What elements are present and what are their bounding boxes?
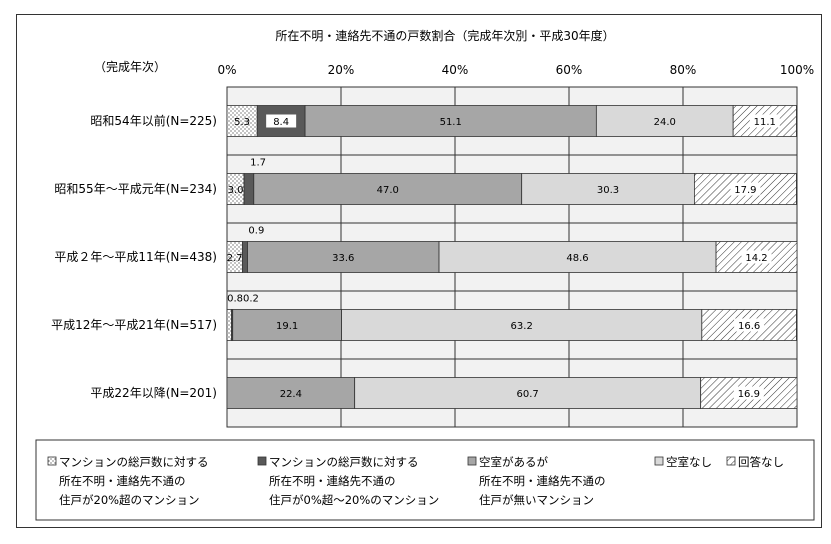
- bar-segment: [232, 309, 342, 341]
- data-label: 2.7: [227, 253, 243, 264]
- data-label: 16.6: [738, 321, 760, 332]
- data-label: 16.9: [738, 389, 760, 400]
- legend-swatch: [257, 456, 267, 466]
- bars: 5.3 8.4 51.1 24.0 11.1 3.0 1.7 47.0 30.3 17.9 2.7 0…: [226, 105, 798, 409]
- data-label: 51.1: [440, 117, 462, 128]
- data-label: 5.3: [234, 117, 250, 128]
- data-label: 8.4: [273, 117, 289, 128]
- bar-segment: [304, 105, 597, 137]
- legend-box: [35, 439, 815, 521]
- x-tick-label: 20%: [328, 63, 355, 77]
- legend: マンションの総戸数に対する所在不明・連絡先不通の住戸が20%超のマンションマンシ…: [35, 439, 815, 521]
- x-tick-label: 100%: [780, 63, 814, 77]
- data-label: 17.9: [734, 185, 756, 196]
- label-backdrop: [266, 114, 297, 128]
- data-label: 33.6: [332, 253, 354, 264]
- bar-segment: [226, 309, 232, 341]
- legend-label: 所在不明・連絡先不通の: [59, 474, 186, 488]
- data-label: 47.0: [377, 185, 399, 196]
- bar-segment: [241, 241, 248, 273]
- data-label: 14.2: [745, 253, 767, 264]
- bar-segment: [243, 173, 255, 205]
- data-label: 19.1: [276, 321, 298, 332]
- bar-segment: [226, 377, 356, 409]
- legend-label: 住戸が0%超～20%のマンション: [269, 493, 439, 507]
- data-label: 1.7: [250, 158, 266, 169]
- data-label: 63.2: [511, 321, 533, 332]
- data-label: 24.0: [654, 117, 676, 128]
- x-tick-label: 0%: [217, 63, 236, 77]
- label-backdrop: [734, 318, 765, 332]
- data-label: 22.4: [280, 389, 302, 400]
- legend-label: マンションの総戸数に対する: [59, 455, 209, 469]
- data-label: 3.0: [228, 185, 244, 196]
- category-label: 平成22年以降(N=201): [90, 386, 217, 400]
- legend-label: マンションの総戸数に対する: [269, 455, 419, 469]
- data-label: 30.3: [597, 185, 619, 196]
- bar-segment: [521, 173, 695, 205]
- category-label: 昭和55年～平成元年(N=234): [54, 182, 217, 196]
- data-label: 0.9: [248, 226, 264, 237]
- x-tick-labels: 0% 20% 40% 60% 80% 100%: [217, 63, 814, 77]
- legend-label: 回答なし: [738, 455, 784, 469]
- x-tick-label: 80%: [670, 63, 697, 77]
- legend-label: 所在不明・連絡先不通の: [479, 474, 606, 488]
- bar-segment: [341, 309, 703, 341]
- category-labels: 昭和54年以前(N=225) 昭和55年～平成元年(N=234) 平成２年～平成11…: [51, 113, 217, 400]
- legend-swatch: [726, 456, 736, 466]
- data-label: 60.7: [517, 389, 539, 400]
- label-backdrop: [749, 114, 780, 128]
- legend-swatch: [47, 456, 57, 466]
- legend-label: 所在不明・連絡先不通の: [269, 474, 396, 488]
- bar-segment: [253, 173, 523, 205]
- data-label: 48.6: [566, 253, 588, 264]
- data-label: 0.80.2: [227, 294, 259, 305]
- category-axis-label: （完成年次）: [94, 59, 166, 74]
- legend-swatch: [467, 456, 477, 466]
- data-label: 11.1: [754, 117, 776, 128]
- label-backdrop: [741, 250, 772, 264]
- category-label: 平成12年～平成21年(N=517): [51, 318, 217, 332]
- chart-title: 所在不明・連絡先不通の戸数割合（完成年次別・平成30年度）: [275, 28, 614, 43]
- bar-segment: [226, 105, 258, 137]
- label-backdrop: [733, 386, 764, 400]
- category-label: 昭和54年以前(N=225): [90, 113, 217, 128]
- legend-label: 住戸が20%超のマンション: [59, 493, 200, 507]
- x-tick-label: 40%: [442, 63, 469, 77]
- chart-frame: [16, 14, 822, 528]
- x-tick-label: 60%: [556, 63, 583, 77]
- legend-swatch: [654, 456, 664, 466]
- label-backdrop: [730, 182, 761, 196]
- bar-segment: [247, 241, 440, 273]
- legend-label: 住戸が無いマンション: [479, 493, 594, 507]
- legend-label: 空室があるが: [479, 455, 548, 469]
- legend-label: 空室なし: [666, 455, 712, 469]
- category-label: 平成２年～平成11年(N=438): [54, 250, 217, 264]
